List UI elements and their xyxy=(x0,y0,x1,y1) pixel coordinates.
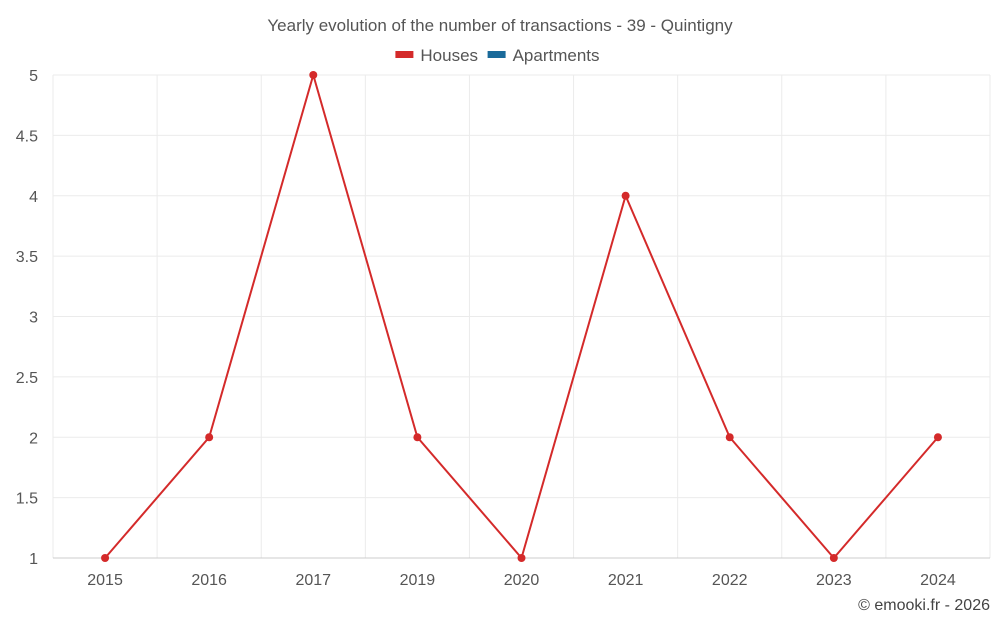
y-axis: 1 1.5 2 2.5 3 3.5 4 4.5 5 xyxy=(16,68,38,568)
data-point[interactable] xyxy=(101,554,110,562)
y-tick-label: 1.5 xyxy=(16,491,38,508)
legend-swatch xyxy=(395,51,414,58)
y-tick-label: 3.5 xyxy=(16,249,38,266)
data-point[interactable] xyxy=(517,554,526,562)
y-tick-label: 2.5 xyxy=(16,370,38,387)
chart-title: Yearly evolution of the number of transa… xyxy=(267,16,733,35)
y-tick-label: 1 xyxy=(29,551,38,568)
y-tick-label: 4 xyxy=(29,189,38,206)
legend-label: Apartments xyxy=(513,46,600,65)
y-tick-label: 4.5 xyxy=(16,128,38,145)
grid xyxy=(52,74,991,559)
data-point[interactable] xyxy=(725,433,734,442)
data-point[interactable] xyxy=(205,433,214,442)
legend-item-houses[interactable]: Houses xyxy=(395,46,478,65)
x-tick-label: 2015 xyxy=(87,572,123,589)
x-axis: 2015 2016 2017 2019 2020 2021 2022 2023 2024 xyxy=(87,572,956,589)
x-tick-label: 2019 xyxy=(400,572,436,589)
data-point[interactable] xyxy=(829,554,838,562)
legend-label: Houses xyxy=(420,46,478,65)
data-point[interactable] xyxy=(933,433,942,442)
x-tick-label: 2021 xyxy=(608,572,644,589)
footer-credit: © emooki.fr - 2026 xyxy=(858,597,990,614)
x-tick-label: 2024 xyxy=(920,572,956,589)
x-tick-label: 2023 xyxy=(816,572,852,589)
legend-swatch xyxy=(487,51,506,58)
data-point[interactable] xyxy=(309,71,318,79)
x-tick-label: 2017 xyxy=(295,572,331,589)
y-tick-label: 3 xyxy=(29,310,38,327)
legend-item-apartments[interactable]: Apartments xyxy=(487,46,600,65)
legend: Houses Apartments xyxy=(395,46,600,65)
y-tick-label: 2 xyxy=(29,430,38,447)
y-tick-label: 5 xyxy=(29,68,38,85)
x-tick-label: 2020 xyxy=(504,572,540,589)
series-group xyxy=(101,71,942,562)
x-tick-label: 2022 xyxy=(712,572,748,589)
data-point[interactable] xyxy=(413,433,422,442)
x-tick-label: 2016 xyxy=(191,572,227,589)
data-point[interactable] xyxy=(621,191,630,200)
